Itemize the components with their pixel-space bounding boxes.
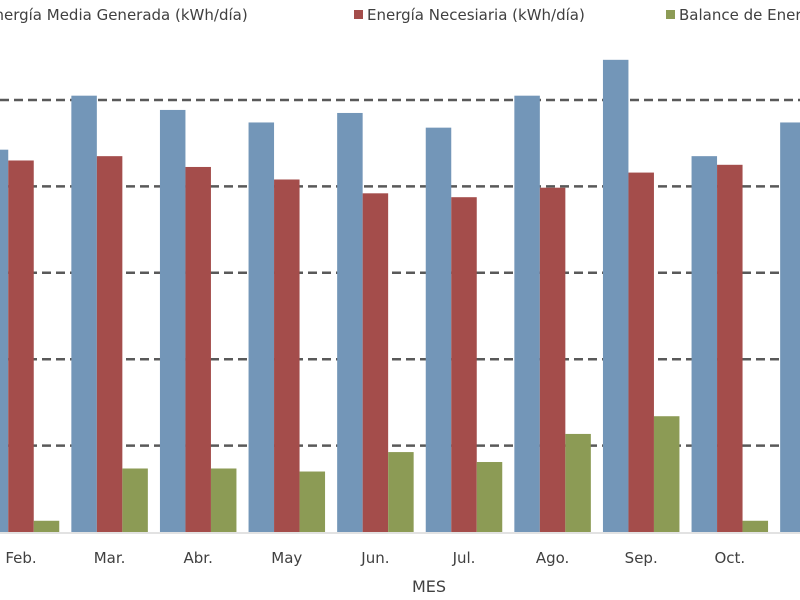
- bar-generated: [0, 149, 9, 532]
- legend-swatch-required: [354, 10, 363, 19]
- bar-balance: [210, 468, 237, 532]
- bar-generated: [425, 127, 452, 532]
- bar-generated: [602, 59, 629, 532]
- bar-generated: [337, 112, 363, 533]
- bar-generated: [691, 156, 718, 532]
- x-tick-label: May: [271, 549, 302, 567]
- bar-balance: [122, 468, 148, 532]
- bar-required: [274, 179, 300, 532]
- x-tick-label: Abr.: [184, 549, 213, 567]
- bar-required: [185, 166, 211, 532]
- bar-balance: [653, 416, 680, 532]
- legend-label-required: Energía Necesiaria (kWh/día): [367, 6, 585, 24]
- bar-balance: [742, 520, 769, 532]
- bar-balance: [388, 452, 414, 532]
- x-tick-label: Jul.: [452, 549, 476, 567]
- bar-balance: [565, 433, 591, 532]
- x-tick-label: Feb.: [5, 549, 36, 567]
- bar-generated: [248, 122, 275, 533]
- bar-required: [717, 164, 743, 533]
- x-tick-label: Jun.: [360, 549, 389, 567]
- bar-balance: [476, 462, 503, 532]
- bar-required: [628, 172, 654, 533]
- x-tick-label: Mar.: [94, 549, 126, 567]
- bar-required: [539, 187, 566, 533]
- bar-balance: [33, 520, 60, 532]
- legend-label-balance: Balance de Energía (kWh/día): [679, 6, 800, 24]
- bar-required: [451, 197, 477, 532]
- bar-generated-partial: [780, 122, 800, 533]
- x-tick-label: Ago.: [536, 549, 569, 567]
- x-tick-label: Sep.: [625, 549, 658, 567]
- bar-generated: [71, 95, 97, 533]
- legend-swatch-balance: [666, 10, 675, 19]
- bar-generated: [514, 95, 540, 533]
- bar-generated: [159, 109, 186, 532]
- x-tick-label: Oct.: [714, 549, 745, 567]
- bar-balance: [299, 471, 326, 532]
- bar-required: [362, 193, 389, 532]
- legend-label-generated: Energía Media Generada (kWh/día): [0, 6, 248, 24]
- bar-required: [96, 156, 123, 532]
- bar-required: [8, 160, 34, 533]
- x-axis-title: MES: [412, 577, 446, 596]
- legend: Energía Media Generada (kWh/día) Energía…: [0, 6, 800, 24]
